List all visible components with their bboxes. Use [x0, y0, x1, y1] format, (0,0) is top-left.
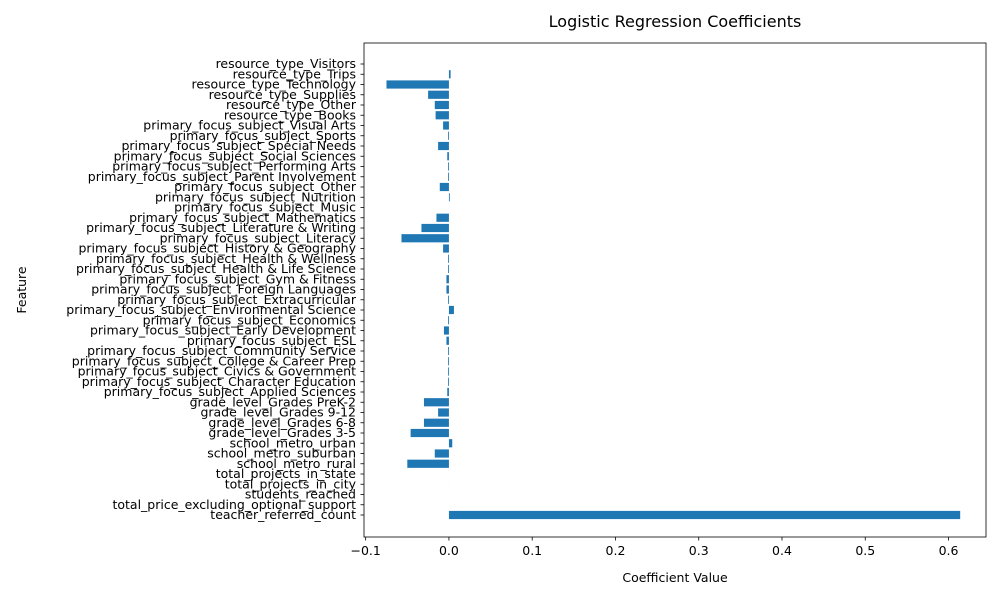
bar [449, 511, 960, 519]
bar [438, 142, 449, 150]
bar [448, 132, 449, 140]
bar [407, 460, 449, 468]
bar [448, 357, 449, 365]
bar [447, 388, 449, 396]
bar [448, 255, 449, 263]
bar [436, 214, 448, 222]
x-tick-label: 0.6 [939, 543, 959, 558]
bar [435, 101, 449, 109]
x-tick-label: 0.4 [772, 543, 792, 558]
chart-title: Logistic Regression Coefficients [549, 12, 802, 31]
bar [386, 80, 448, 88]
bar [447, 152, 449, 160]
bar [448, 296, 449, 304]
bar [448, 173, 449, 181]
bar [448, 347, 449, 355]
x-tick-label: 0.2 [606, 543, 626, 558]
bar [438, 408, 449, 416]
bar [444, 326, 449, 334]
bar [446, 275, 448, 283]
bar [449, 193, 450, 201]
bar [443, 121, 449, 129]
x-tick-label: 0.3 [689, 543, 709, 558]
bar [435, 449, 449, 457]
bar [436, 111, 449, 119]
bar [443, 244, 449, 252]
x-axis-label: Coefficient Value [622, 570, 728, 585]
x-tick-label: −0.1 [350, 543, 380, 558]
bar [448, 265, 449, 273]
bar [401, 234, 448, 242]
bar [424, 419, 449, 427]
x-tick-label: 0.5 [855, 543, 875, 558]
bar [440, 183, 449, 191]
x-tick-label: 0.0 [439, 543, 459, 558]
bar [449, 306, 454, 314]
bar [449, 439, 452, 447]
bar [448, 367, 449, 375]
bar [448, 316, 449, 324]
bar [448, 378, 449, 386]
bar [428, 91, 449, 99]
bar [411, 429, 449, 437]
y-axis-label: Feature [14, 266, 29, 314]
bar [446, 285, 448, 293]
bar [449, 70, 451, 78]
bar [446, 337, 448, 345]
x-tick-label: 0.1 [522, 543, 542, 558]
bar [448, 162, 449, 170]
bar [421, 224, 448, 232]
y-tick-label: resource_type_Visitors [216, 56, 356, 71]
bar [424, 398, 449, 406]
